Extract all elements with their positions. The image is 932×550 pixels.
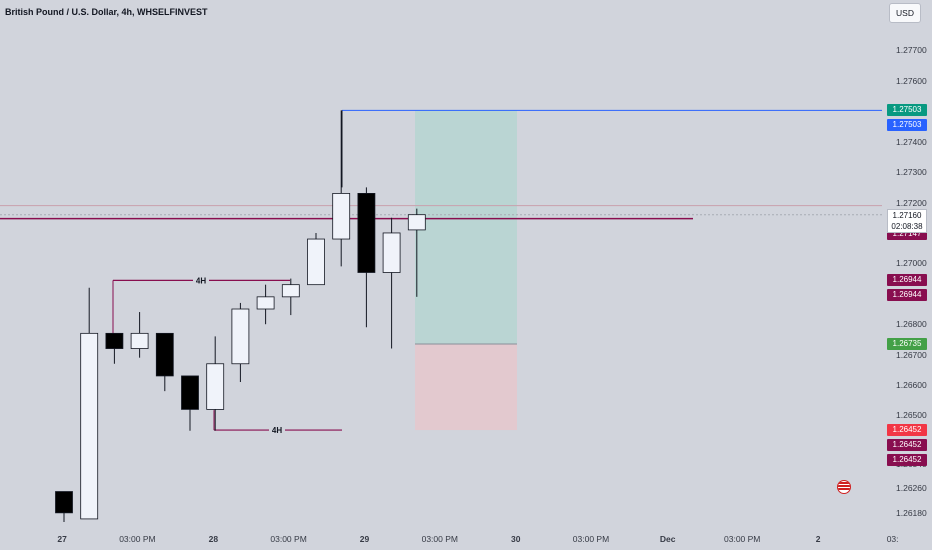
chart-title: British Pound / U.S. Dollar, 4h, WHSELFI… (5, 7, 208, 17)
candle-body (130, 332, 149, 349)
time-axis-label: 03:00 PM (572, 534, 610, 544)
time-axis-label: 27 (57, 534, 67, 544)
candle-body (382, 232, 401, 273)
candle-body (80, 332, 99, 520)
price-axis-label: 1.27200 (896, 197, 927, 208)
price-tag: 1.26452 (887, 439, 927, 452)
time-axis-label: 03:00 PM (119, 534, 156, 544)
price-tag: 1.26735 (887, 337, 927, 350)
time-axis-label: 03: (886, 534, 899, 544)
level-4h-high-label-bg (193, 275, 209, 286)
price-axis-label: 1.26700 (896, 349, 927, 360)
price-axis-label: 1.26180 (896, 507, 927, 518)
level-4h-high-label: 4H (196, 276, 206, 285)
price-axis-label: 1.27400 (896, 136, 927, 147)
current-price-tag: 1.27160 02:08:38 (887, 208, 927, 233)
time-axis-label: 03:00 PM (270, 534, 307, 544)
candle-body (181, 375, 199, 410)
price-tag: 1.27503 (887, 104, 927, 117)
price-axis-label: 1.27300 (896, 167, 927, 178)
level-4h-low-label-bg (269, 425, 285, 436)
price-axis-label: 1.27000 (896, 258, 927, 269)
currency-button[interactable]: USD (889, 3, 921, 23)
candle-body (307, 238, 325, 286)
bar-countdown-timer: 02:08:38 (891, 221, 923, 231)
price-tag: 1.26452 (887, 454, 927, 467)
time-axis-label: 28 (208, 534, 219, 544)
time-axis-label: 2 (815, 534, 821, 544)
time-axis-label: 29 (359, 534, 370, 544)
time-axis-label: Dec (659, 534, 676, 544)
price-tag: 1.26944 (887, 289, 927, 302)
candle-body (407, 214, 426, 231)
candle-body (155, 332, 174, 377)
candle-body (357, 193, 376, 273)
time-axis-label: 03:00 PM (724, 534, 761, 544)
price-axis-label: 1.26500 (896, 410, 927, 421)
profit-zone (415, 110, 517, 344)
candle-body (332, 193, 351, 240)
current-price-value: 1.27160 (892, 210, 922, 220)
price-axis-label: 1.27600 (896, 75, 927, 86)
us-flag-icon[interactable] (837, 480, 851, 494)
price-axis-label: 1.27700 (896, 45, 927, 56)
price-axis-label: 1.26800 (896, 319, 927, 330)
candle-body (231, 308, 250, 365)
price-tag: 1.27503 (887, 119, 927, 132)
candle-body (206, 363, 225, 410)
candle-body (281, 284, 300, 298)
level-4h-low-label: 4H (272, 426, 282, 435)
loss-zone (415, 343, 517, 431)
price-tag: 1.26452 (887, 424, 927, 437)
price-axis-label: 1.26600 (896, 380, 927, 391)
candle-body (105, 332, 124, 349)
candle-body (256, 296, 275, 310)
time-axis-label: 30 (511, 534, 521, 544)
time-axis-label: 03:00 PM (421, 534, 458, 544)
candle-body (55, 491, 73, 514)
price-axis-label: 1.26260 (896, 483, 927, 494)
price-tag: 1.26944 (887, 274, 927, 287)
